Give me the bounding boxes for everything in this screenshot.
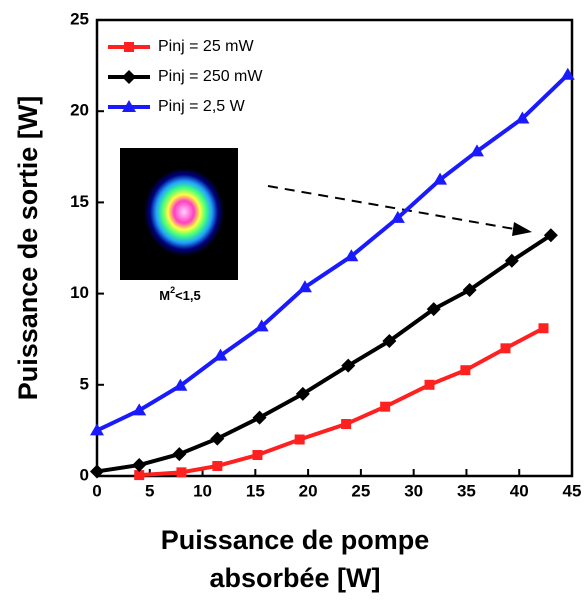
annotation: M2<1,5 (159, 285, 201, 303)
marker (341, 358, 356, 373)
marker (426, 302, 441, 317)
x-tick-label: 10 (193, 481, 212, 500)
x-tick-label: 5 (145, 481, 154, 500)
marker (210, 431, 225, 446)
legend-label: Pinj = 25 mW (158, 38, 254, 55)
marker (380, 401, 391, 412)
x-tick-label: 15 (246, 481, 265, 500)
marker (560, 67, 575, 80)
y-tick-label: 10 (70, 283, 89, 302)
marker (294, 434, 305, 445)
marker (515, 111, 530, 124)
marker (122, 100, 136, 112)
marker (254, 319, 269, 332)
y-label: Puissance de sortie [W] (13, 96, 43, 401)
series-line (96, 73, 570, 433)
marker (132, 458, 147, 473)
y-tick-label: 5 (80, 374, 89, 393)
marker (90, 423, 104, 436)
y-tick-label: 20 (70, 101, 89, 120)
arrow-head (512, 222, 532, 236)
marker (132, 403, 147, 416)
marker (382, 334, 397, 349)
annotation-text: M (159, 288, 170, 303)
series-line (139, 326, 545, 478)
x-tick-label: 0 (92, 481, 101, 500)
marker (341, 419, 352, 430)
legend-label: Pinj = 250 mW (158, 68, 263, 85)
marker (173, 378, 188, 391)
marker (122, 70, 136, 84)
marker (134, 470, 145, 481)
arrow (267, 185, 521, 231)
marker (538, 323, 549, 334)
marker (213, 348, 228, 361)
x-tick-label: 20 (299, 481, 318, 500)
x-tick-label: 45 (563, 481, 582, 500)
annotation-text: <1,5 (175, 288, 201, 303)
x-tick-label: 25 (351, 481, 370, 500)
marker (124, 42, 134, 52)
marker (252, 410, 267, 425)
marker (462, 282, 477, 297)
marker (252, 450, 263, 461)
annotation-sup: 2 (170, 285, 175, 295)
marker (543, 228, 558, 243)
marker (176, 467, 187, 478)
marker (504, 253, 519, 268)
x-tick-label: 35 (457, 481, 476, 500)
x-tick-label: 30 (404, 481, 423, 500)
marker (424, 379, 435, 390)
y-tick-label: 15 (70, 192, 89, 211)
marker (500, 343, 511, 354)
series-line (96, 233, 552, 474)
marker (470, 144, 484, 157)
y-tick-label: 25 (70, 9, 89, 28)
marker (433, 172, 448, 185)
marker (390, 210, 405, 223)
marker (297, 280, 312, 293)
plot-frame (95, 18, 574, 478)
beam-spot (144, 168, 224, 256)
marker (172, 447, 187, 462)
marker (212, 460, 223, 471)
legend-label: Pinj = 2,5 W (158, 98, 246, 115)
x-label: absorbée [W] (209, 563, 380, 593)
marker (344, 249, 359, 262)
y-tick-label: 0 (80, 465, 89, 484)
marker (460, 365, 471, 376)
marker (295, 386, 310, 401)
x-label: Puissance de pompe (161, 525, 430, 555)
x-tick-label: 40 (510, 481, 529, 500)
marker (90, 464, 104, 479)
